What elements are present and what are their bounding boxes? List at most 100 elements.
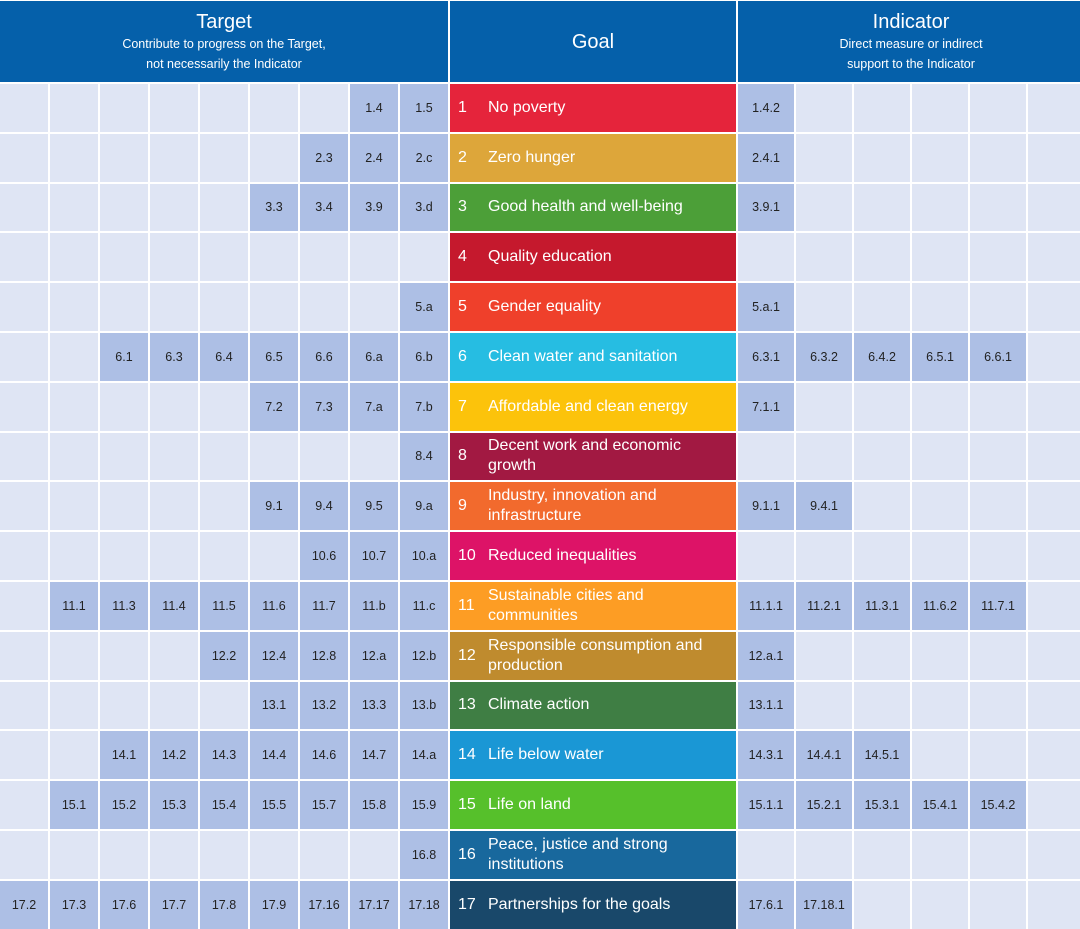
- indicator-cell: [1028, 432, 1080, 481]
- goal-name: Peace, justice and strong institutions: [488, 835, 668, 873]
- goal-number: 16: [458, 845, 476, 863]
- indicator-cell: 13.1.1: [738, 681, 794, 730]
- target-cell: [50, 84, 98, 132]
- goal-name: No poverty: [488, 98, 566, 116]
- indicator-cell: [738, 233, 794, 282]
- goal-name: Decent work and economic growth: [488, 437, 681, 475]
- goal-number: 11: [458, 596, 475, 614]
- target-cell: [50, 332, 98, 381]
- indicator-cell: [912, 133, 968, 182]
- target-cell: 8.4: [400, 432, 448, 481]
- goal-number: 12: [458, 646, 476, 664]
- target-cell: 7.3: [300, 382, 348, 431]
- target-cell: [0, 631, 48, 680]
- target-cell: [350, 830, 398, 879]
- indicator-cell: [970, 532, 1026, 580]
- indicator-cell: 17.18.1: [796, 880, 852, 929]
- target-cell: [50, 631, 98, 680]
- indicator-cell: 9.1.1: [738, 482, 794, 531]
- goal-number: 4: [458, 248, 467, 266]
- indicator-cell: [912, 681, 968, 730]
- indicator-cell: [912, 283, 968, 331]
- target-cell: [50, 283, 98, 331]
- indicator-cell: 6.3.2: [796, 332, 852, 381]
- target-cell: 12.b: [400, 631, 448, 680]
- indicator-cell: 11.2.1: [796, 581, 852, 630]
- indicator-cell: [1028, 532, 1080, 580]
- goal-cell: 16 Peace, justice and strong institutions: [450, 830, 736, 879]
- target-cell: 17.18: [400, 880, 448, 929]
- indicator-cell: 9.4.1: [796, 482, 852, 531]
- indicator-cell: 11.7.1: [970, 581, 1026, 630]
- indicator-cell: [1028, 283, 1080, 331]
- target-cell: [0, 731, 48, 780]
- indicator-cell: 12.a.1: [738, 631, 794, 680]
- target-cell: 11.c: [400, 581, 448, 630]
- target-cell: 10.6: [300, 532, 348, 580]
- target-cell: 17.7: [150, 880, 198, 929]
- goal-number: 17: [458, 895, 476, 913]
- indicator-header-subtitle-1: Direct measure or indirect: [839, 36, 983, 51]
- indicator-cell: 3.9.1: [738, 183, 794, 232]
- indicator-cell: [796, 133, 852, 182]
- indicator-cell: 15.2.1: [796, 781, 852, 829]
- target-cell: [250, 84, 298, 132]
- target-cell: [150, 830, 198, 879]
- indicator-header-title: Indicator: [872, 10, 950, 33]
- goal-cell: 17 Partnerships for the goals: [450, 880, 736, 929]
- target-cell: [150, 283, 198, 331]
- indicator-cell: 15.3.1: [854, 781, 910, 829]
- goal-name: Reduced inequalities: [488, 547, 637, 565]
- target-cell: 6.1: [100, 332, 148, 381]
- target-cell: 3.d: [400, 183, 448, 232]
- target-cell: [350, 283, 398, 331]
- target-cell: [100, 283, 148, 331]
- goal-name: Industry, innovation and infrastructure: [488, 487, 657, 525]
- indicator-cell: [854, 133, 910, 182]
- indicator-cell: [796, 532, 852, 580]
- indicator-cell: [970, 283, 1026, 331]
- target-cell: [200, 681, 248, 730]
- indicator-cell: [912, 731, 968, 780]
- indicator-cell: [1028, 382, 1080, 431]
- target-cell: 15.2: [100, 781, 148, 829]
- indicator-cell: [970, 830, 1026, 879]
- target-cell: [350, 432, 398, 481]
- target-cell: [200, 133, 248, 182]
- target-cell: 15.8: [350, 781, 398, 829]
- target-cell: 11.5: [200, 581, 248, 630]
- target-cell: [200, 432, 248, 481]
- target-cell: 16.8: [400, 830, 448, 879]
- indicator-header: Indicator Direct measure or indirect sup…: [738, 1, 1080, 82]
- target-cell: [0, 133, 48, 182]
- indicator-cell: [854, 432, 910, 481]
- indicator-cell: [854, 84, 910, 132]
- target-cell: 6.4: [200, 332, 248, 381]
- target-cell: [200, 183, 248, 232]
- indicator-cell: [796, 84, 852, 132]
- indicator-cell: [796, 631, 852, 680]
- target-cell: 13.2: [300, 681, 348, 730]
- indicator-cell: [912, 532, 968, 580]
- target-cell: 6.6: [300, 332, 348, 381]
- target-cell: [100, 532, 148, 580]
- indicator-cell: [1028, 332, 1080, 381]
- indicator-cell: 7.1.1: [738, 382, 794, 431]
- goal-name: Responsible consumption and production: [488, 636, 703, 674]
- indicator-cell: [912, 482, 968, 531]
- indicator-cell: [970, 84, 1026, 132]
- goal-name: Affordable and clean energy: [488, 397, 688, 415]
- target-cell: [100, 631, 148, 680]
- target-cell: 2.4: [350, 133, 398, 182]
- target-cell: 12.4: [250, 631, 298, 680]
- target-cell: [150, 432, 198, 481]
- target-cell: [300, 84, 348, 132]
- indicator-cell: [1028, 581, 1080, 630]
- indicator-cell: 11.3.1: [854, 581, 910, 630]
- target-cell: [100, 681, 148, 730]
- target-cell: [200, 84, 248, 132]
- goal-header: Goal: [450, 1, 736, 82]
- target-cell: [150, 532, 198, 580]
- indicator-cell: 14.5.1: [854, 731, 910, 780]
- target-cell: 9.5: [350, 482, 398, 531]
